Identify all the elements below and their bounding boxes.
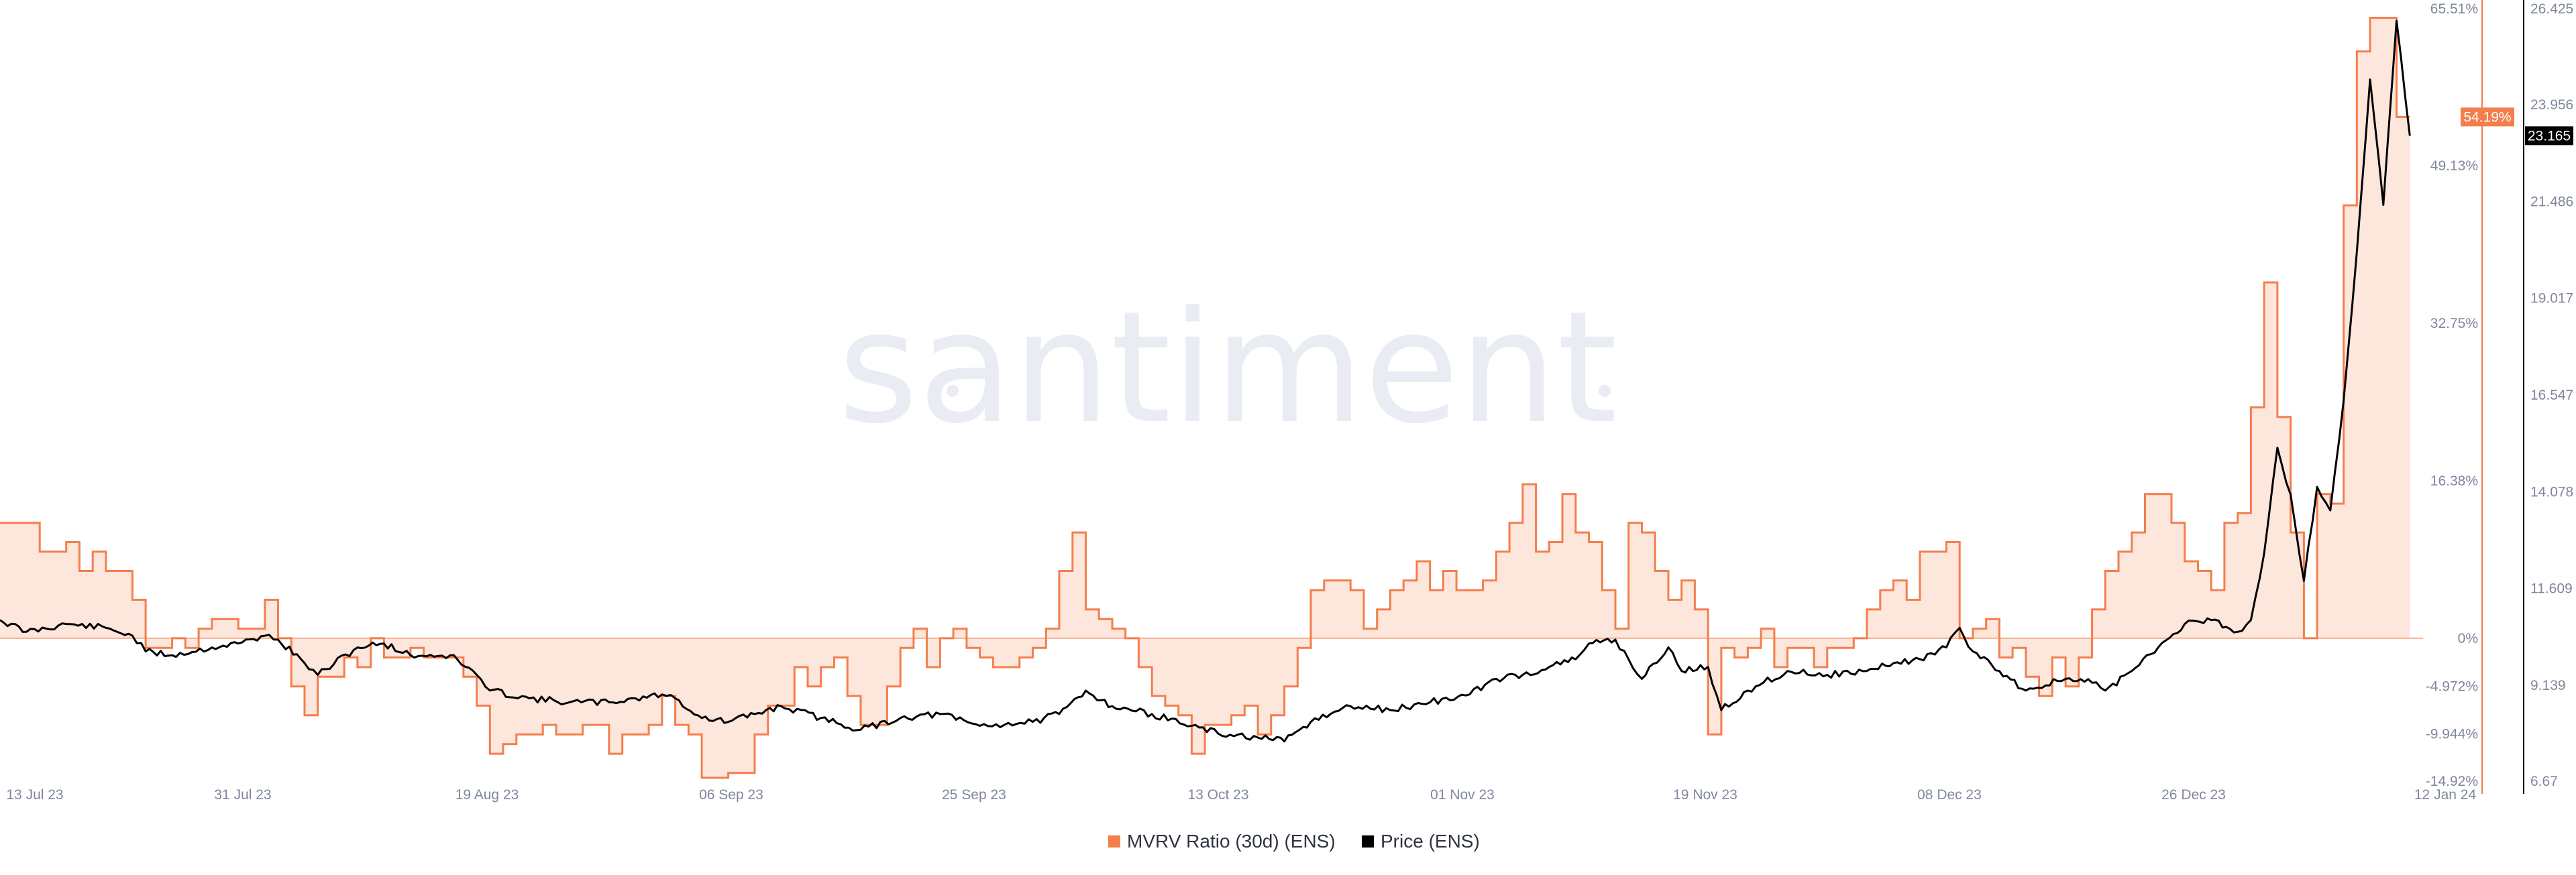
x-axis-tick-label: 13 Oct 23 (1187, 787, 1248, 803)
x-axis-tick-label: 08 Dec 23 (1917, 787, 1982, 803)
x-axis-tick-label: 25 Sep 23 (942, 787, 1006, 803)
x-axis-tick-label: 31 Jul 23 (214, 787, 271, 803)
mvrv-axis-tick-label: 49.13% (2430, 158, 2478, 174)
price-axis-tick-label: 26.425 (2530, 1, 2573, 17)
x-axis-tick-label: 01 Nov 23 (1430, 787, 1495, 803)
legend-mvrv-swatch (1108, 835, 1120, 848)
price-axis-tick-label: 19.017 (2530, 291, 2573, 306)
mvrv-axis-tick-label: 0% (2458, 631, 2478, 646)
price-axis-tick-label: 21.486 (2530, 194, 2573, 210)
mvrv-axis-tick-label: 32.75% (2430, 316, 2478, 331)
price-axis-tick-label: 6.67 (2530, 774, 2558, 789)
watermark-dot-left (947, 385, 959, 397)
mvrv-current-badge (2461, 107, 2514, 127)
price-axis-tick-label: 23.956 (2530, 97, 2573, 113)
mvrv-axis-tick-label: -9.944% (2426, 727, 2478, 742)
watermark-dot-right (1599, 385, 1611, 397)
mvrv-axis-tick-label: 16.38% (2430, 473, 2478, 489)
price-axis-tick-label: 11.609 (2530, 581, 2573, 597)
x-axis-tick-label: 12 Jan 24 (2414, 787, 2477, 803)
x-axis-tick-label: 19 Aug 23 (455, 787, 519, 803)
price-current-badge (2525, 126, 2573, 145)
price-axis-tick-label: 16.547 (2530, 388, 2573, 403)
mvrv-axis-tick-label: 65.51% (2430, 1, 2478, 17)
x-axis-tick-label: 06 Sep 23 (699, 787, 763, 803)
x-axis-tick-label: 13 Jul 23 (6, 787, 63, 803)
x-axis-tick-label: 19 Nov 23 (1673, 787, 1737, 803)
mvrv-axis-tick-label: -14.92% (2426, 774, 2478, 789)
legend-price-label[interactable]: Price (ENS) (1381, 831, 1480, 852)
price-series-line (0, 19, 2411, 743)
price-axis-tick-label: 9.139 (2530, 678, 2566, 693)
price-current-value: 23.165 (2528, 128, 2571, 143)
price-axis-tick-label: 14.078 (2530, 484, 2573, 500)
x-axis-tick-label: 26 Dec 23 (2161, 787, 2226, 803)
mvrv-series-line (0, 17, 2410, 779)
legend-mvrv-label[interactable]: MVRV Ratio (30d) (ENS) (1127, 831, 1336, 852)
mvrv-axis-tick-label: -4.972% (2426, 679, 2478, 694)
legend-price-swatch (1362, 835, 1374, 848)
mvrv-current-value: 54.19% (2463, 109, 2511, 125)
santiment-watermark: santiment (838, 279, 1617, 458)
